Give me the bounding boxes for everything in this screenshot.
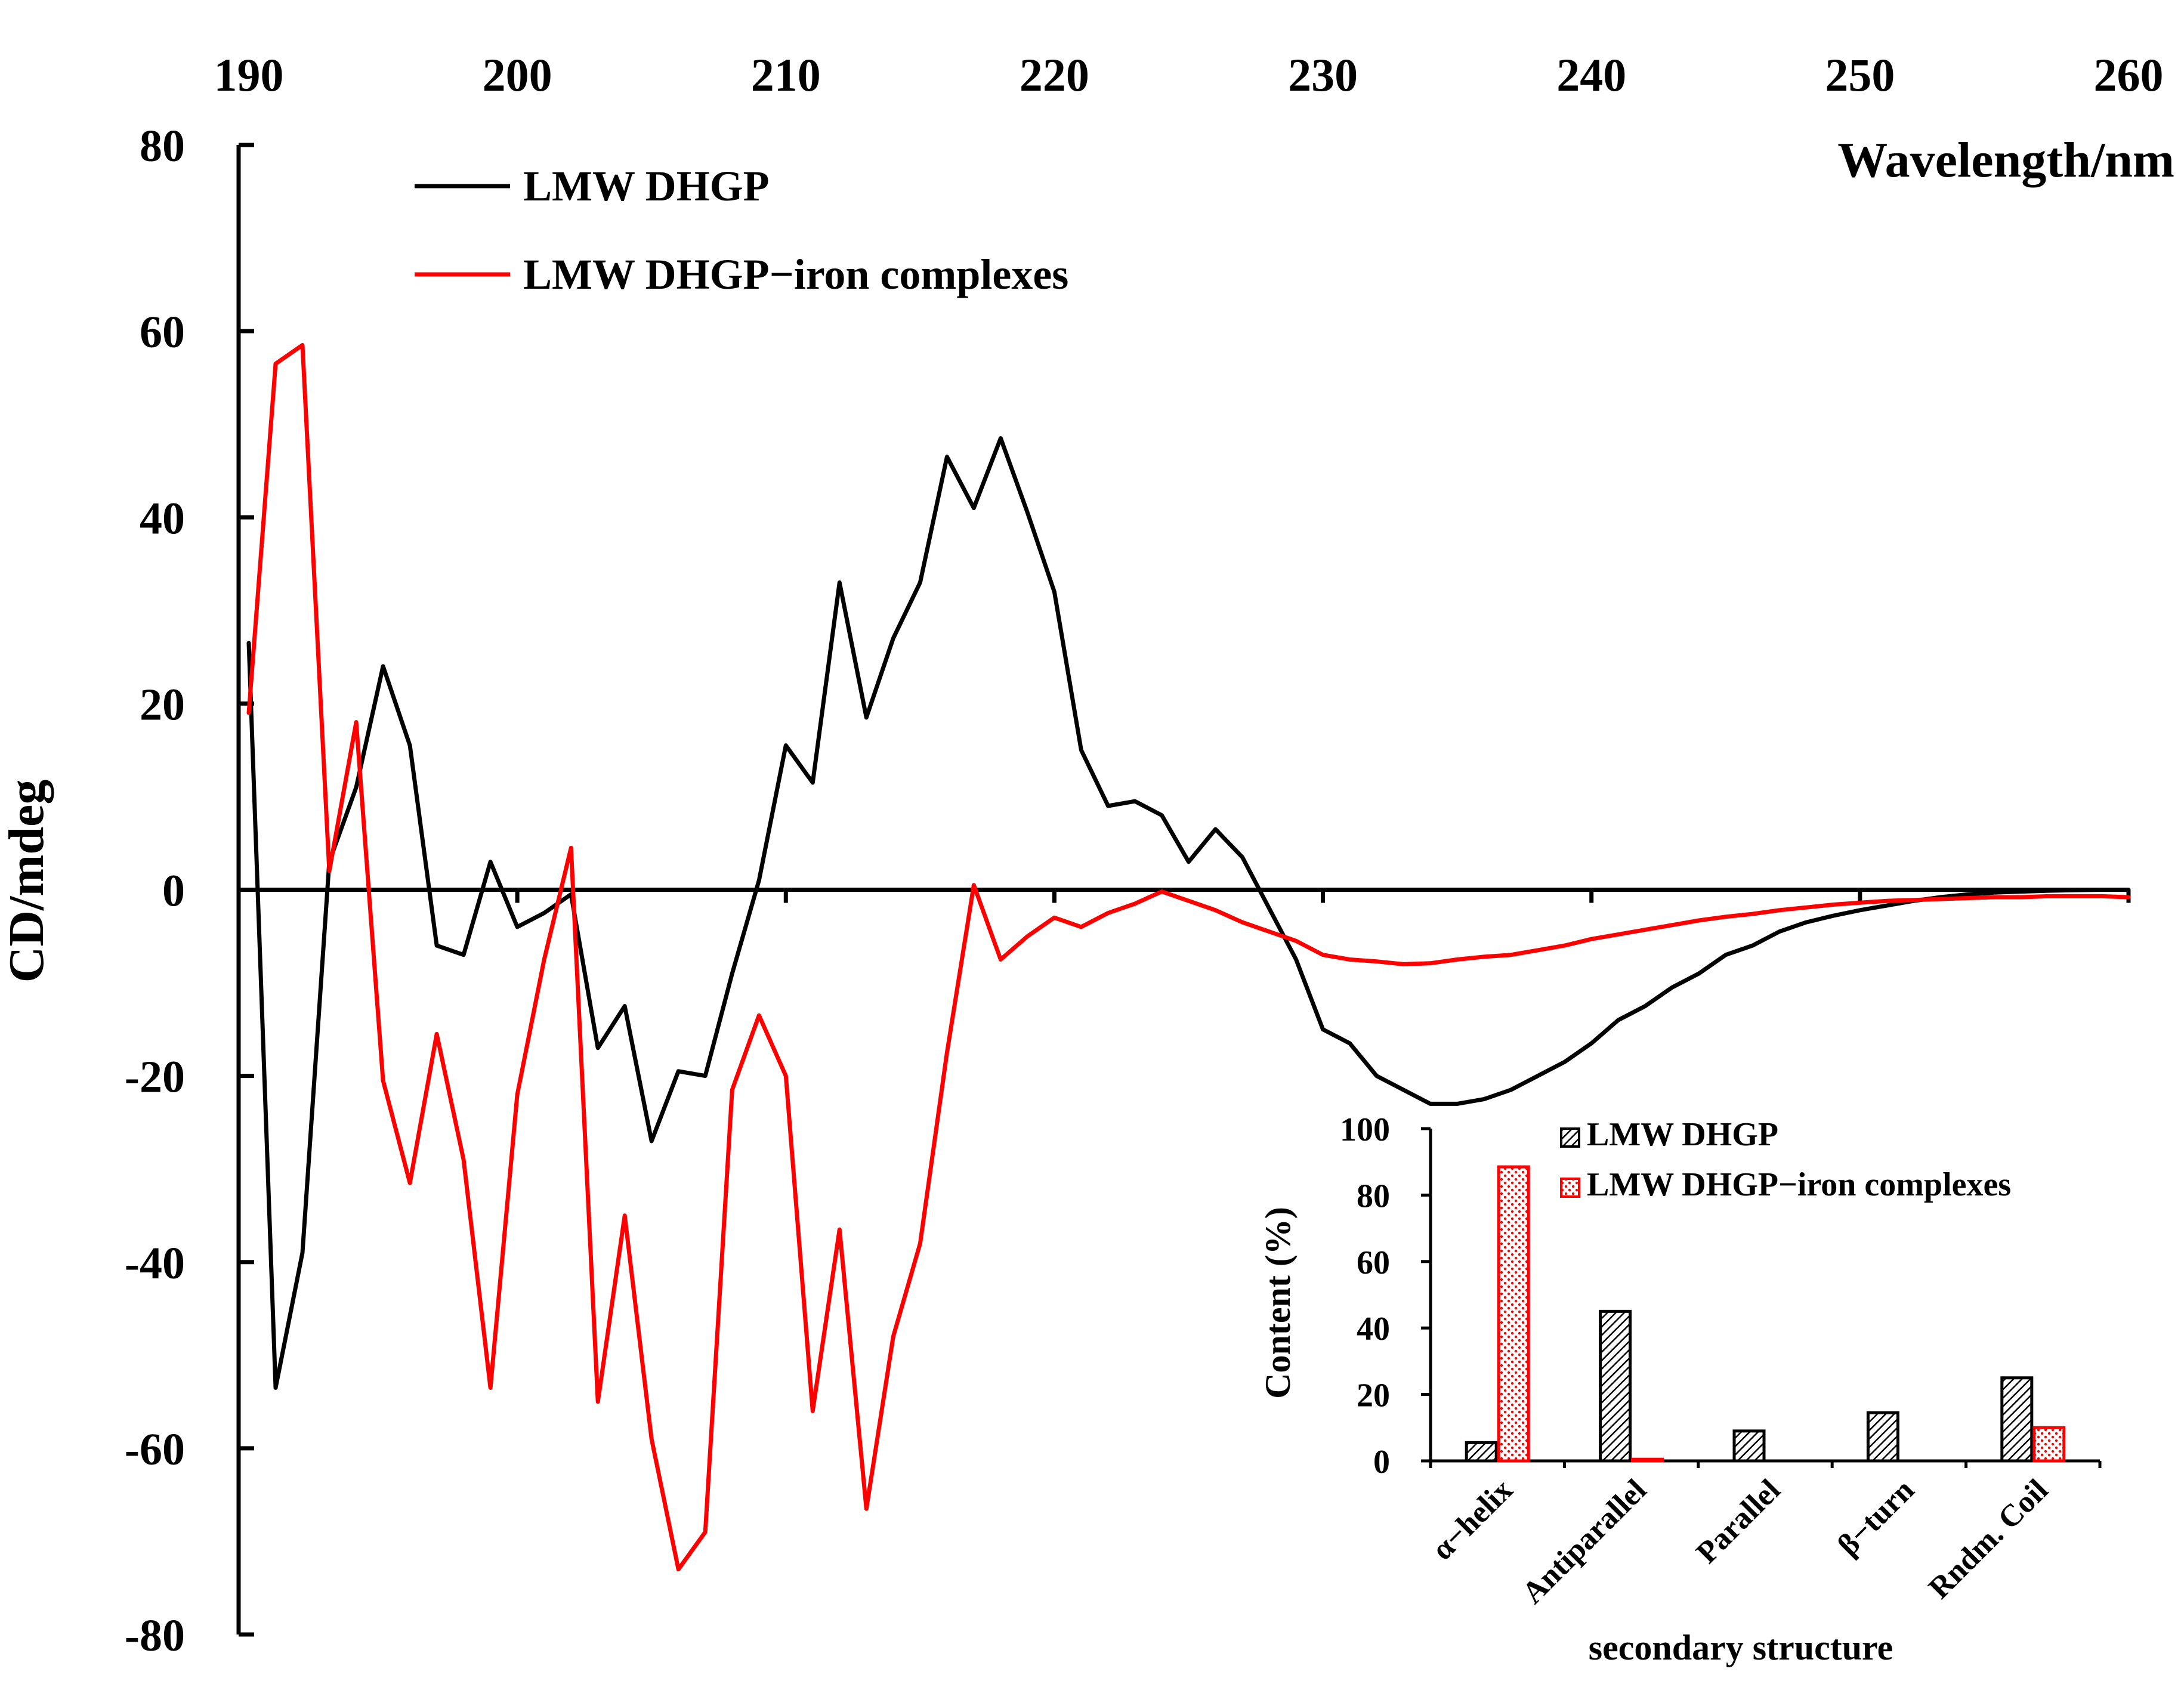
bar-lmw-dhgp-turn [1866,1411,1899,1463]
inset-category-label: Rndm. Coil [1922,1473,2055,1605]
y-tick-label: -40 [125,1238,185,1289]
series-line-lmw-dhgp [246,436,2131,1390]
series-line-lmw-dhgp-iron-complexes [246,343,2131,1572]
legend-label-lmw-dhgp: LMW DHGP [523,162,770,210]
y-tick-label: -80 [125,1611,185,1661]
inset-y-tick-label: 40 [1357,1311,1390,1348]
y-tick-label: 20 [140,679,185,730]
inset-y-tick-label: 60 [1357,1244,1390,1281]
x-tick-label: 230 [1288,49,1358,101]
inset-legend: LMW DHGP LMW DHGP−iron complexes [1560,1116,2011,1203]
inset-legend-label-lmw-dhgp: LMW DHGP [1587,1116,1778,1153]
x-tick-label: 240 [1556,49,1626,101]
inset-y-axis-title: Content (%) [1258,1207,1298,1399]
x-tick-label: 220 [1020,49,1089,101]
bar-lmw-dhgp-rndm-coil [2000,1376,2034,1463]
inset-y-tick-label: 0 [1373,1444,1390,1481]
bar-lmw-dhgp-iron-complexes-rndm-coil [2032,1426,2066,1463]
inset-legend-label-lmw-dhgp-iron: LMW DHGP−iron complexes [1587,1166,2011,1203]
y-tick-label: -20 [125,1052,185,1102]
x-tick-label: 250 [1825,49,1895,101]
x-tick-label: 210 [751,49,821,101]
y-tick-label: 80 [140,121,185,171]
y-axis-title: CD/mdeg [0,780,54,983]
bar-lmw-dhgp-helix [1465,1441,1498,1463]
y-tick-label: 0 [162,866,185,916]
secondary-structure-bar-chart: Content (%) secondary structure LMW DHGP… [1258,1111,2102,1667]
bar-lmw-dhgp-antiparallel [1599,1309,1632,1463]
inset-y-tick-label: 100 [1340,1111,1390,1148]
inset-legend-swatch-lmw-dhgp [1560,1127,1580,1148]
bar-lmw-dhgp-parallel [1732,1429,1766,1463]
x-tick-label: 260 [2094,49,2164,101]
main-legend: LMW DHGP LMW DHGP−iron complexes [415,162,1068,298]
bar-lmw-dhgp-iron-complexes-helix [1497,1165,1530,1463]
inset-y-tick-label: 20 [1357,1377,1390,1414]
inset-legend-swatch-lmw-dhgp-iron [1560,1178,1580,1198]
y-tick-label: -60 [125,1425,185,1475]
x-tick-label: 190 [214,49,284,101]
inset-category-label: Parallel [1690,1473,1787,1570]
inset-x-axis-title: secondary structure [1589,1628,1893,1667]
bar-lmw-dhgp-iron-complexes-antiparallel [1631,1457,1664,1463]
inset-category-label: Antiparallel [1516,1473,1653,1610]
x-tick-label: 200 [483,49,552,101]
x-axis-title: Wavelength/nm [1837,132,2174,188]
cd-line-chart: LMW DHGP LMW DHGP−iron complexes Wavelen… [0,49,2174,1661]
legend-label-lmw-dhgp-iron: LMW DHGP−iron complexes [523,251,1068,298]
inset-y-tick-label: 80 [1357,1178,1390,1215]
y-tick-label: 60 [140,307,185,357]
inset-category-label: β−turn [1831,1473,1921,1562]
y-tick-label: 40 [140,493,185,543]
inset-category-label: α−helix [1425,1473,1519,1566]
